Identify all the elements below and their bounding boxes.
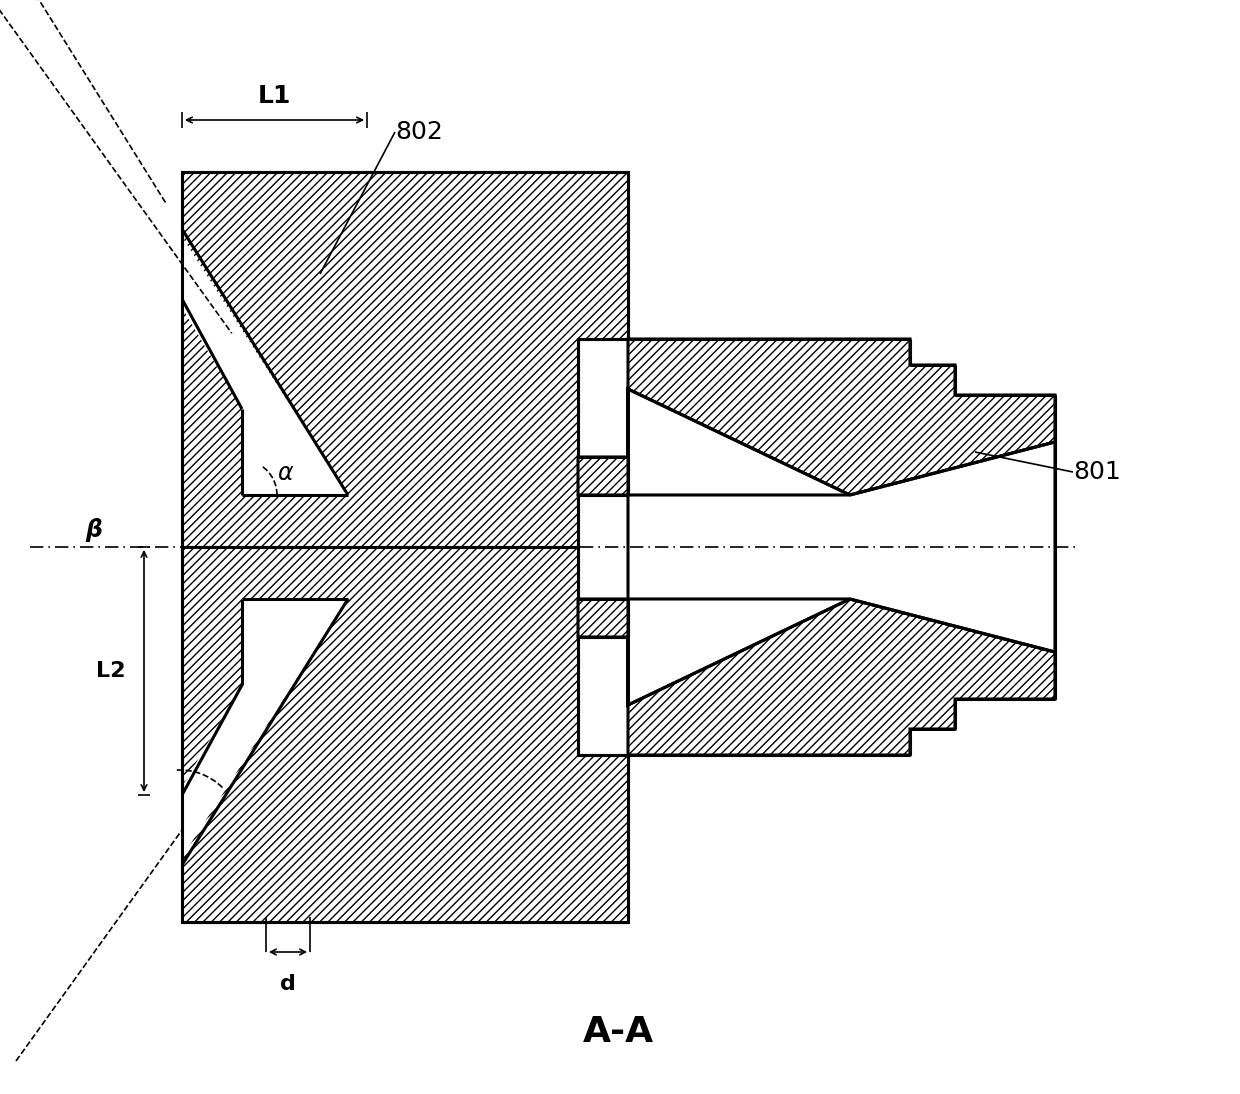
Polygon shape <box>182 172 627 547</box>
Text: d: d <box>280 974 296 994</box>
Text: L2: L2 <box>97 661 126 680</box>
Polygon shape <box>578 494 627 600</box>
Polygon shape <box>578 600 1055 755</box>
Text: 801: 801 <box>1073 459 1121 484</box>
Text: β: β <box>86 517 102 542</box>
Text: L1: L1 <box>258 84 291 108</box>
Polygon shape <box>177 229 348 494</box>
Text: α: α <box>277 461 293 485</box>
Polygon shape <box>182 547 627 922</box>
Text: 802: 802 <box>396 120 443 144</box>
Polygon shape <box>177 600 348 865</box>
Polygon shape <box>578 339 1055 494</box>
Polygon shape <box>627 442 1055 652</box>
Text: A-A: A-A <box>583 1015 653 1049</box>
Polygon shape <box>627 442 1055 652</box>
